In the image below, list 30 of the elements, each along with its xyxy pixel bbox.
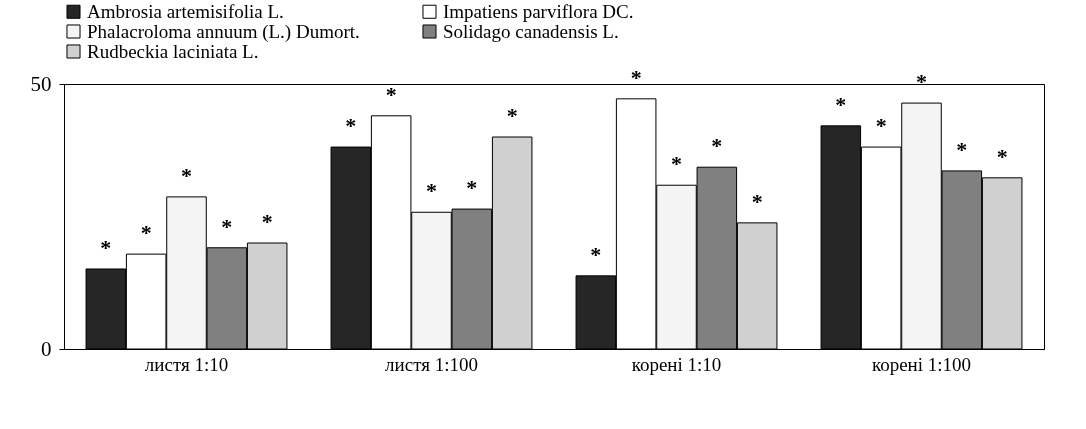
- data-label: *: [630, 64, 642, 90]
- data-label: *: [426, 178, 437, 204]
- data-label: *: [875, 113, 887, 139]
- data-label: *: [466, 175, 478, 201]
- x-tick-label: листя 1:100: [385, 353, 478, 375]
- data-label: *: [140, 220, 152, 246]
- data-label: *: [261, 209, 273, 234]
- data-label: *: [671, 151, 682, 177]
- y-tick-label: 0: [41, 336, 52, 361]
- data-label: *: [506, 103, 518, 128]
- data-label: *: [345, 113, 357, 139]
- data-label: *: [996, 143, 1008, 169]
- legend-label: Rudbeckia laciniata L.: [87, 40, 259, 62]
- data-label: *: [956, 136, 968, 162]
- x-tick-label: корені 1:100: [871, 353, 972, 375]
- data-label: *: [751, 188, 763, 214]
- data-label: *: [100, 234, 112, 260]
- data-label: *: [590, 241, 602, 267]
- x-tick-label: корені 1:10: [631, 353, 722, 375]
- y-tick-label: 50: [30, 71, 52, 96]
- legend-label: Phalacroloma annuum (L.) Dumort.: [87, 20, 360, 43]
- data-label: *: [385, 81, 397, 107]
- x-tick-label: листя 1:10: [144, 353, 229, 375]
- data-label: *: [221, 213, 233, 239]
- data-label: *: [835, 91, 847, 117]
- data-label: *: [711, 133, 723, 159]
- legend-label: Impatiens parviflora DC.: [443, 0, 634, 22]
- data-label: *: [916, 69, 927, 95]
- data-label: *: [181, 162, 192, 188]
- legend-label: Ambrosia artemisifolia L.: [87, 0, 284, 22]
